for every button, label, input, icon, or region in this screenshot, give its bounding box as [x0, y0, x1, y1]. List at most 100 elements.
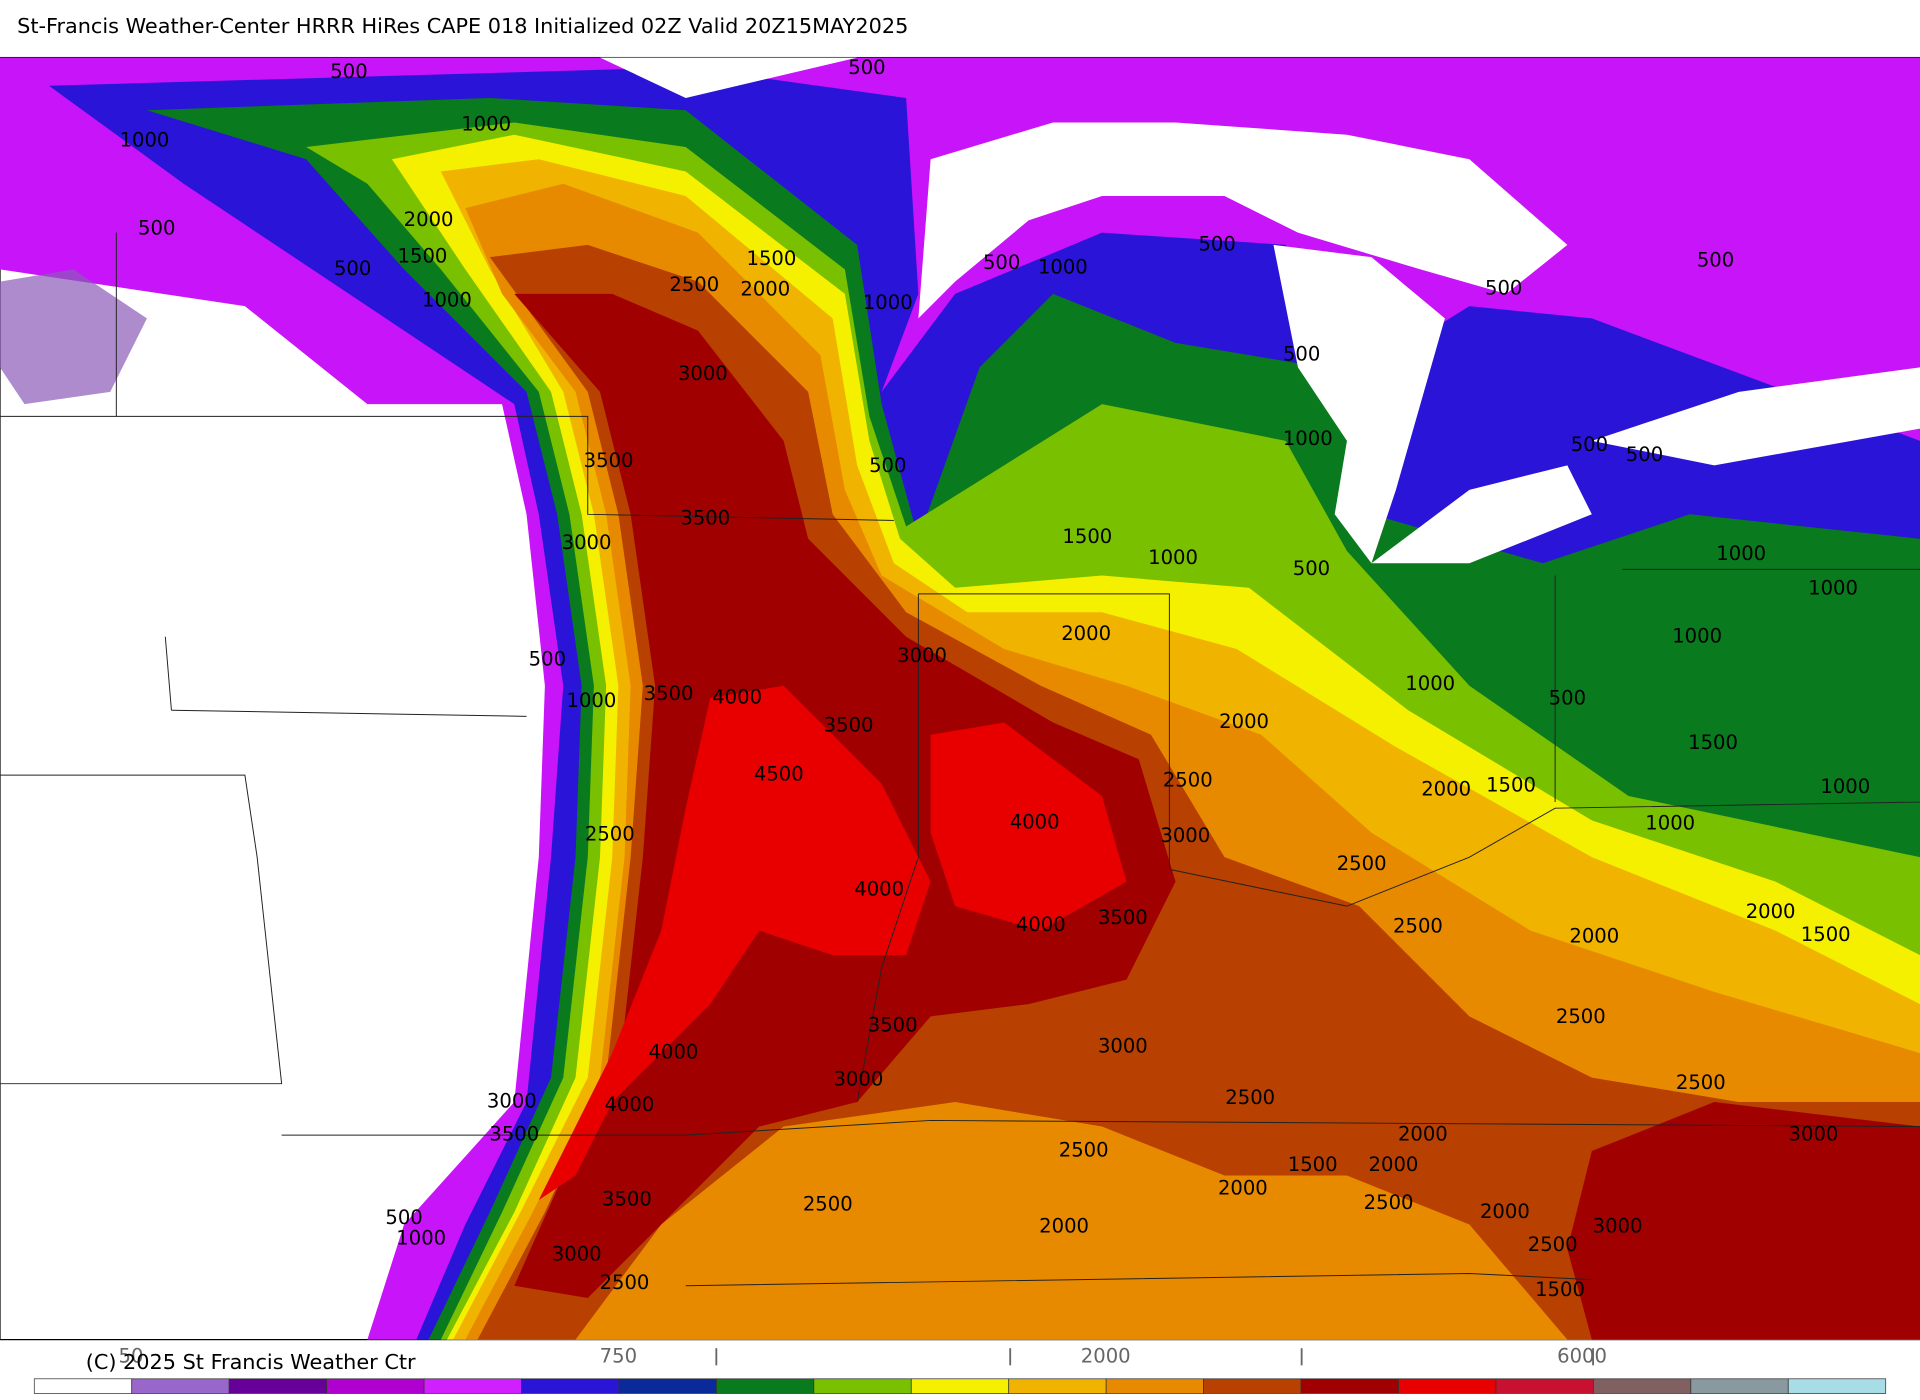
colorbar-swatch: [228, 1378, 327, 1394]
colorbar-swatch: [1105, 1378, 1204, 1394]
cape-4000-east: [930, 722, 1127, 931]
colorbar-swatch: [1690, 1378, 1789, 1394]
contour-label: 2500: [1059, 1139, 1109, 1162]
contour-label: 500: [1293, 557, 1330, 580]
contour-label: 3500: [602, 1188, 652, 1211]
map-area: 500 5001000100050050020001500100025001500…: [0, 56, 1920, 1341]
contour-label: 1000: [1038, 256, 1088, 279]
contour-label: 1500: [747, 247, 797, 270]
contour-label: 500: [330, 60, 367, 83]
contour-label: 3500: [824, 714, 874, 737]
colorbar-swatch: [326, 1378, 425, 1394]
contour-label: 2000: [1480, 1200, 1530, 1223]
contour-label: 500: [1198, 232, 1235, 255]
contour-label: 3000: [562, 531, 612, 554]
contour-label: 4500: [754, 763, 804, 786]
contour-label: 2500: [1676, 1071, 1726, 1094]
contour-label: 3000: [1098, 1034, 1148, 1057]
contour-label: 1500: [1688, 731, 1738, 754]
cape-3500-east: [1567, 1102, 1920, 1340]
colorbar-swatch: [1008, 1378, 1107, 1394]
contour-label: 3500: [584, 449, 634, 472]
contour-label: 1000: [1672, 624, 1722, 647]
contour-label: 500: [385, 1206, 422, 1229]
contour-label: 500: [334, 257, 371, 280]
contour-label: 500: [1571, 433, 1608, 456]
copyright: (C) 2025 St Francis Weather Ctr: [86, 1350, 416, 1374]
lake-huron: [1273, 244, 1445, 564]
colorbar-swatch: [131, 1378, 230, 1394]
contour-label: 1000: [1716, 542, 1766, 565]
contour-label: 2000: [1569, 924, 1619, 947]
contour-label: 1000: [461, 112, 511, 135]
contour-label: 500: [869, 454, 906, 477]
contour-label: 500: [529, 648, 566, 671]
contour-label: 4000: [1010, 810, 1060, 833]
state-borders: [0, 232, 1920, 1287]
contour-label: 1000: [863, 291, 913, 314]
contour-label: 2000: [1369, 1153, 1419, 1176]
contour-label: 4000: [649, 1041, 699, 1064]
contour-label: 2500: [1364, 1191, 1414, 1214]
lake-superior: [918, 122, 1568, 319]
cape-250-patch: [0, 269, 147, 405]
contour-label: 2500: [1337, 852, 1387, 875]
contour-label: 500: [1626, 443, 1663, 466]
colorbar-label: 2000: [1081, 1344, 1131, 1367]
contour-label: 2000: [1218, 1177, 1268, 1200]
contour-label: 2000: [404, 208, 454, 231]
colorbar-swatch: [521, 1378, 620, 1394]
contour-label: 2500: [585, 823, 635, 846]
contour-label: 4000: [712, 685, 762, 708]
contour-label: 1000: [396, 1227, 446, 1250]
colorbar-swatch: [910, 1378, 1010, 1394]
contour-label: 1000: [422, 289, 472, 312]
contour-label: 500: [1697, 248, 1734, 271]
colorbar-swatch: [618, 1378, 717, 1394]
colorbar-swatch: [423, 1378, 522, 1394]
contour-label: 2500: [1163, 769, 1213, 792]
contour-label: 500: [983, 251, 1020, 274]
contour-label: 3000: [833, 1068, 883, 1091]
contour-label: 2000: [1746, 900, 1796, 923]
contour-label: 1500: [1486, 774, 1536, 797]
contour-label: 2000: [1219, 710, 1269, 733]
colorbar-swatch: [1398, 1378, 1497, 1394]
contour-label: 3500: [680, 507, 730, 530]
contour-label: 2000: [1421, 777, 1471, 800]
colorbar-label: 50: [119, 1344, 144, 1367]
colorbar-swatch: [716, 1378, 815, 1394]
title: St-Francis Weather-Center HRRR HiRes CAP…: [17, 14, 908, 38]
contour-label: 1000: [120, 128, 170, 151]
contour-label: 1500: [1535, 1278, 1585, 1301]
contour-label: 4000: [1016, 913, 1066, 936]
no-cape-northwest: [600, 57, 858, 98]
contour-label: 4000: [604, 1093, 654, 1116]
contour-labels: 500 5001000100050050020001500100025001500…: [120, 56, 1871, 1301]
contour-label: 1000: [1283, 427, 1333, 450]
colorbar-swatch: [1593, 1378, 1692, 1394]
contour-label: 3500: [489, 1123, 539, 1146]
contour-label: 1000: [1808, 577, 1858, 600]
contour-label: 3500: [1098, 906, 1148, 929]
contour-label: 2000: [1039, 1214, 1089, 1237]
contour-label: 2500: [1556, 1005, 1606, 1028]
contour-label: 3000: [1593, 1214, 1643, 1237]
contour-label: 500: [1283, 343, 1320, 366]
contour-label: 2000: [740, 278, 790, 301]
contour-label: 1500: [1288, 1153, 1338, 1176]
contour-label: 2500: [1528, 1233, 1578, 1256]
contour-label: 1000: [1405, 672, 1455, 695]
contour-label: 500: [1485, 276, 1522, 299]
contour-label: 2000: [1061, 622, 1111, 645]
contour-label: 1500: [1062, 525, 1112, 548]
colorbar-swatch: [1495, 1378, 1594, 1394]
contour-label: 3000: [552, 1243, 602, 1266]
contour-label: 3000: [897, 644, 947, 667]
contour-label: 2500: [1225, 1086, 1275, 1109]
colorbar-swatch: [1787, 1378, 1887, 1394]
cape-4000: [538, 685, 931, 1201]
contour-label: 3500: [868, 1014, 918, 1037]
contour-label: 3000: [487, 1090, 537, 1113]
